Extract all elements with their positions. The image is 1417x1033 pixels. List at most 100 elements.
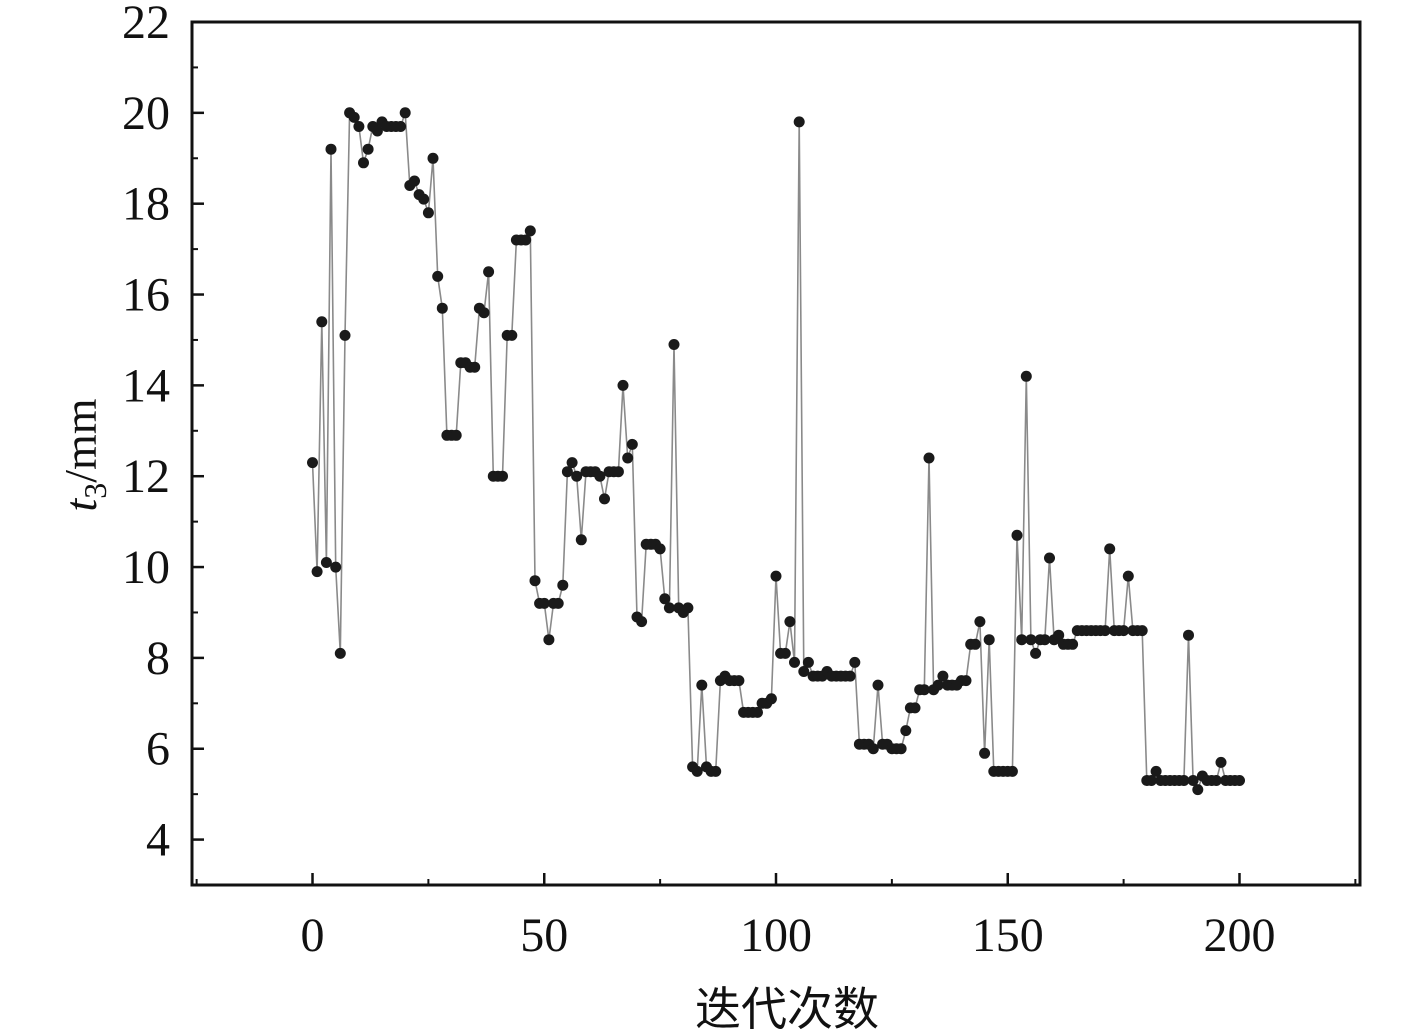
data-point	[867, 743, 879, 755]
y-tick-label: 22	[122, 0, 170, 49]
data-point	[478, 307, 490, 319]
data-point	[918, 684, 930, 696]
data-point	[1234, 775, 1245, 786]
data-point	[561, 466, 573, 478]
data-point	[566, 457, 578, 469]
data-point	[520, 234, 532, 246]
data-point	[422, 207, 434, 219]
data-point	[1178, 775, 1190, 786]
data-point	[691, 765, 703, 777]
data-point	[1215, 756, 1227, 768]
data-point	[538, 597, 550, 609]
y-axis-title-sub: 3	[77, 483, 113, 499]
data-point	[1025, 634, 1037, 646]
data-point	[1067, 638, 1079, 650]
data-point	[1187, 775, 1199, 786]
data-point	[932, 679, 944, 691]
data-point	[789, 656, 800, 668]
data-point	[733, 675, 745, 687]
data-point	[784, 616, 796, 628]
x-tick-label: 0	[301, 909, 325, 962]
data-point	[427, 152, 439, 164]
y-tick-label: 18	[122, 178, 170, 231]
data-point	[979, 747, 991, 759]
data-point	[450, 429, 462, 441]
data-point	[1006, 765, 1018, 777]
data-point	[307, 457, 318, 469]
data-point	[654, 543, 666, 555]
data-point	[348, 111, 360, 123]
data-point	[612, 466, 624, 478]
data-point	[469, 361, 481, 373]
data-point	[710, 765, 722, 777]
data-point	[1192, 784, 1204, 796]
data-point	[320, 557, 332, 568]
data-point	[436, 302, 448, 314]
data-point	[983, 634, 995, 646]
data-point	[1183, 629, 1194, 641]
data-point	[696, 679, 708, 691]
data-point	[339, 329, 351, 341]
y-tick-label: 4	[146, 814, 170, 867]
data-point	[557, 579, 569, 591]
data-point	[1145, 775, 1157, 786]
data-point	[663, 602, 675, 614]
data-point	[752, 706, 763, 718]
data-point	[1039, 634, 1051, 646]
data-point	[636, 616, 648, 628]
data-point	[1136, 625, 1148, 637]
data-point	[1011, 529, 1023, 541]
x-tick-label: 150	[972, 909, 1044, 962]
data-point	[506, 329, 518, 341]
data-point	[960, 675, 972, 687]
data-point	[622, 452, 634, 464]
data-point	[325, 143, 337, 155]
data-point	[626, 438, 638, 450]
data-point	[1099, 625, 1111, 637]
x-tick-label: 100	[740, 909, 812, 962]
data-point	[937, 670, 949, 682]
data-point	[334, 647, 346, 659]
y-axis-title-var: t	[55, 498, 106, 512]
data-point	[594, 470, 606, 482]
y-tick-label: 8	[146, 632, 170, 685]
x-tick-label: 50	[520, 909, 568, 962]
svg-text:t3/mm: t3/mm	[55, 398, 113, 511]
x-axis-title: 迭代次数	[695, 982, 879, 1033]
data-point	[1150, 765, 1162, 777]
data-point	[923, 452, 935, 464]
data-point	[969, 638, 981, 650]
data-point	[362, 143, 374, 155]
x-tick-label: 200	[1203, 909, 1275, 962]
series-line-group	[311, 110, 1240, 792]
data-point	[432, 270, 444, 282]
data-point	[617, 379, 629, 391]
data-point	[659, 593, 671, 605]
data-point	[849, 656, 861, 668]
data-point	[575, 534, 587, 546]
data-point	[802, 656, 814, 668]
data-point	[316, 316, 328, 328]
data-point	[543, 634, 555, 646]
data-point	[1044, 552, 1055, 564]
y-tick-label: 20	[122, 87, 170, 140]
data-point	[844, 670, 856, 682]
data-point	[798, 666, 810, 677]
y-axis-title-unit: /mm	[55, 398, 106, 483]
data-point	[1118, 625, 1130, 637]
data-point	[900, 725, 912, 737]
y-tick-label: 10	[122, 541, 170, 594]
data-point	[872, 679, 884, 691]
data-point	[770, 570, 782, 582]
y-axis: 4 6 8 10 12 14 16 18 20 22	[122, 0, 204, 886]
data-point	[552, 597, 564, 609]
series-line	[311, 110, 1240, 792]
data-point	[974, 616, 986, 628]
data-point	[1210, 775, 1222, 786]
data-point	[353, 121, 365, 132]
data-point	[571, 470, 583, 482]
data-point	[1053, 629, 1065, 641]
data-point	[1122, 570, 1134, 582]
data-point	[399, 107, 411, 119]
